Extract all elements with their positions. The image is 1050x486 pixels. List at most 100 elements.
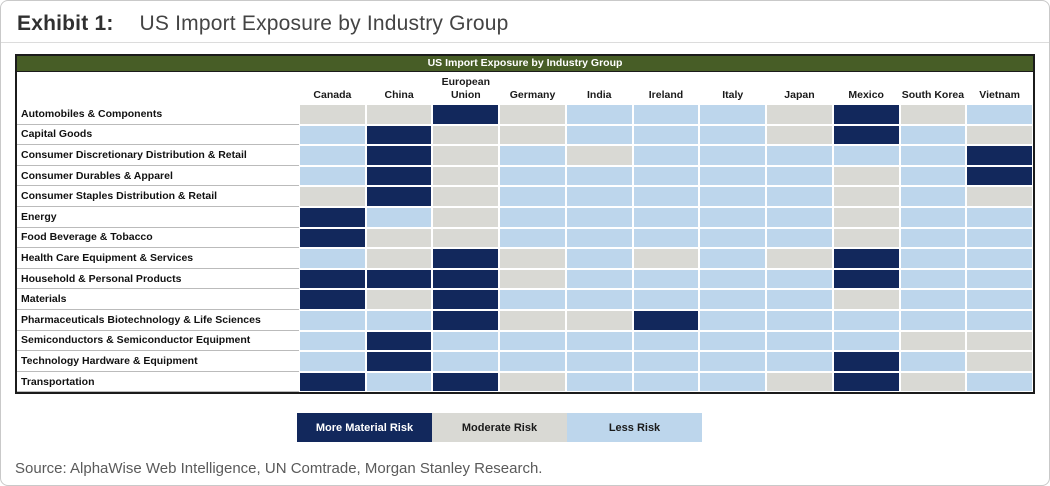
heatmap-cell <box>766 165 833 187</box>
heatmap-cell <box>499 289 566 310</box>
heatmap-cell <box>565 309 633 331</box>
heatmap-cell <box>299 289 366 310</box>
heatmap-cell <box>365 351 433 372</box>
heatmap-cell <box>299 186 366 207</box>
heatmap-cell <box>699 227 767 249</box>
heatmap-cell <box>899 248 967 269</box>
heatmap-cell <box>365 309 433 331</box>
heatmap-cell <box>432 309 500 331</box>
heatmap-cell <box>432 351 500 372</box>
heatmap-cell <box>565 206 633 228</box>
row-label: Technology Hardware & Equipment <box>17 351 299 372</box>
heatmap-cell <box>899 371 967 393</box>
heatmap-cell <box>565 104 633 125</box>
heatmap-cell <box>432 206 500 228</box>
heatmap-cell <box>832 186 900 207</box>
heatmap-cell <box>299 309 366 331</box>
heatmap-cell <box>899 227 967 249</box>
heatmap-cell <box>432 268 500 290</box>
heatmap-cell <box>299 248 366 269</box>
heatmap-cell <box>966 330 1033 352</box>
heatmap-cell <box>899 206 967 228</box>
heatmap-cell <box>832 309 900 331</box>
heatmap-cell <box>365 165 433 187</box>
heatmap-cell <box>966 309 1033 331</box>
heatmap-cell <box>499 104 566 125</box>
column-header: Japan <box>784 88 815 101</box>
row-label: Capital Goods <box>17 124 299 146</box>
heatmap-cell <box>766 227 833 249</box>
heatmap-cell <box>632 206 700 228</box>
heatmap-cell <box>499 227 566 249</box>
heatmap-cell <box>365 104 433 125</box>
heatmap-cell <box>966 145 1033 166</box>
heatmap-cell <box>499 371 566 393</box>
heatmap-grid: Canada China European Union Germany India Ire… <box>17 72 1033 393</box>
heatmap-cell <box>565 268 633 290</box>
heatmap-cell <box>832 248 900 269</box>
row-label: Transportation <box>17 371 299 393</box>
heatmap-cell <box>699 248 767 269</box>
heatmap-cell <box>499 186 566 207</box>
heatmap-cell <box>432 145 500 166</box>
heatmap-cell <box>432 330 500 352</box>
heatmap-cell <box>966 186 1033 207</box>
heatmap-cell <box>499 309 566 331</box>
heatmap-cell <box>832 165 900 187</box>
heatmap-cell <box>432 227 500 249</box>
page-title: Exhibit 1: US Import Exposure by Industry… <box>1 1 1049 36</box>
heatmap-cell <box>832 124 900 146</box>
heatmap-cell <box>432 371 500 393</box>
heatmap-cell <box>899 289 967 310</box>
heatmap-cell <box>899 309 967 331</box>
heatmap-cell <box>632 289 700 310</box>
heatmap-cell <box>899 104 967 125</box>
heatmap-cell <box>899 124 967 146</box>
heatmap-cell <box>966 351 1033 372</box>
column-header: China <box>384 88 414 101</box>
heatmap-cell <box>499 268 566 290</box>
heatmap-cell <box>499 145 566 166</box>
heatmap-cell <box>766 268 833 290</box>
heatmap-cell <box>899 268 967 290</box>
exhibit-label: Exhibit 1: <box>17 12 114 35</box>
corner-cell <box>17 72 299 104</box>
heatmap-cell <box>832 104 900 125</box>
heatmap-cell <box>766 104 833 125</box>
heatmap-cell <box>966 124 1033 146</box>
heatmap-cell <box>766 351 833 372</box>
heatmap-cell <box>299 330 366 352</box>
heatmap-cell <box>832 351 900 372</box>
heatmap-cell <box>899 165 967 187</box>
heatmap-cell <box>966 227 1033 249</box>
heatmap-cell <box>899 186 967 207</box>
column-header: European Union <box>441 76 491 101</box>
heatmap-cell <box>899 145 967 166</box>
heatmap-cell <box>632 309 700 331</box>
legend-item: More Material Risk <box>297 413 432 443</box>
heatmap-cell <box>766 309 833 331</box>
heatmap-cell <box>565 371 633 393</box>
heatmap-cell <box>565 330 633 352</box>
heatmap-cell <box>699 351 767 372</box>
heatmap-cell <box>632 165 700 187</box>
heatmap-cell <box>632 104 700 125</box>
heatmap-cell <box>699 268 767 290</box>
heatmap-cell <box>966 248 1033 269</box>
heatmap-cell <box>299 165 366 187</box>
heatmap-cell <box>699 371 767 393</box>
row-label: Pharmaceuticals Biotechnology & Life Sci… <box>17 309 299 331</box>
heatmap-cell <box>766 206 833 228</box>
heatmap-cell <box>365 206 433 228</box>
heatmap-cell <box>699 330 767 352</box>
heatmap-cell <box>766 289 833 310</box>
row-label: Automobiles & Components <box>17 104 299 125</box>
heatmap-cell <box>432 104 500 125</box>
heatmap-cell <box>632 330 700 352</box>
heatmap-cell <box>699 124 767 146</box>
legend-item: Moderate Risk <box>432 413 567 443</box>
heatmap-cell <box>766 145 833 166</box>
heatmap-cell <box>832 289 900 310</box>
legend-item: Less Risk <box>567 413 702 443</box>
